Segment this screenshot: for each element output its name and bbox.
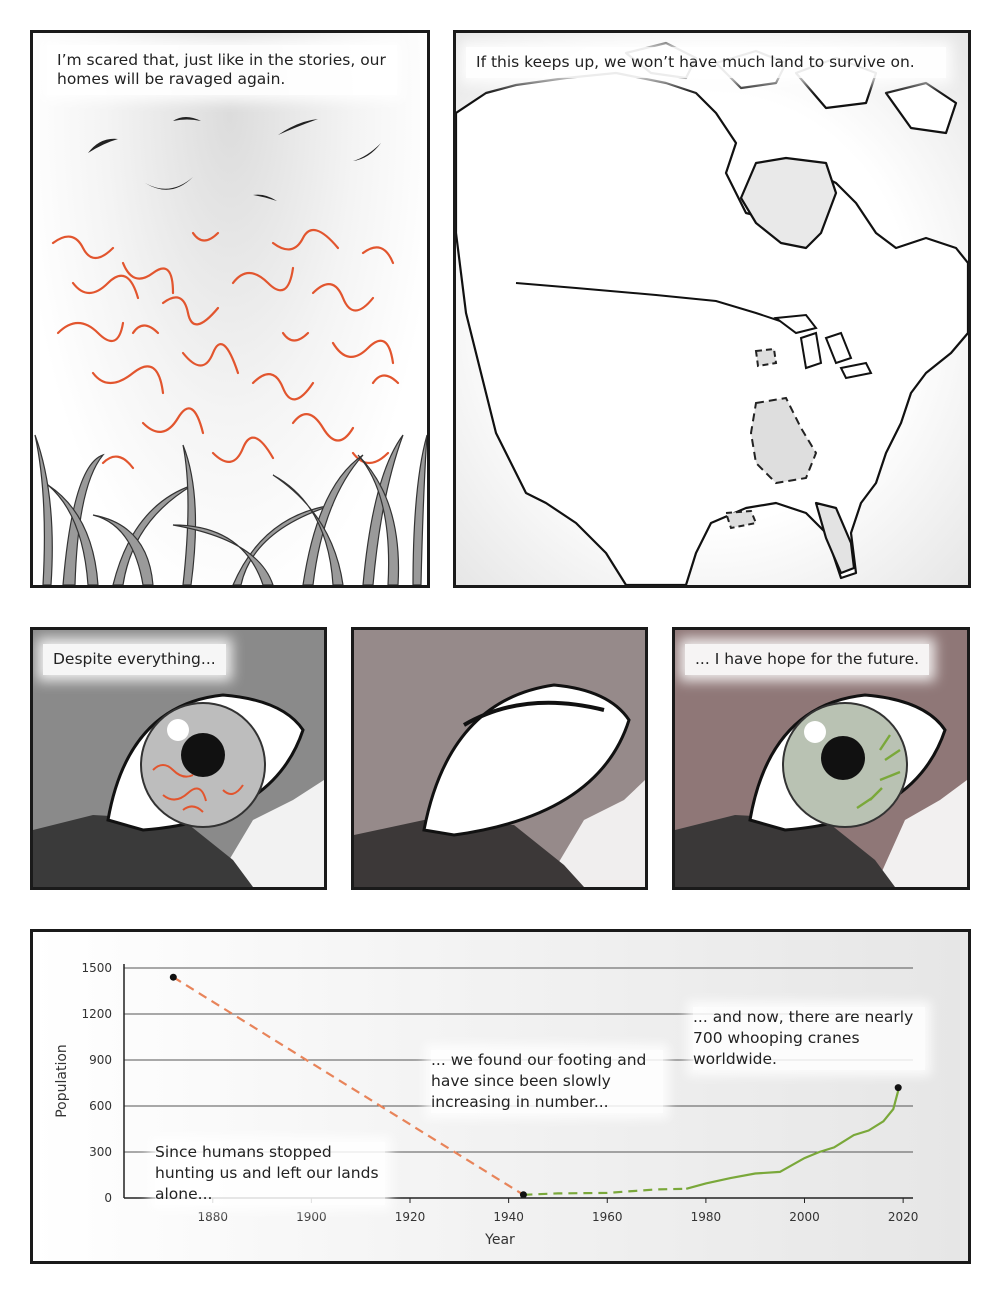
- north-america-map: [456, 41, 968, 585]
- data-point-2: [894, 1084, 902, 1092]
- panel-2-caption: If this keeps up, we won’t have much lan…: [466, 47, 946, 78]
- x-tick-label: 1980: [691, 1210, 722, 1224]
- y-axis-label: Population: [54, 1044, 70, 1118]
- fire-wisps: [51, 228, 400, 470]
- florida: [814, 501, 856, 575]
- panel-fire: I’m scared that, just like in the storie…: [30, 30, 430, 588]
- x-tick-label: 2000: [789, 1210, 820, 1224]
- pupil: [821, 736, 865, 780]
- data-point-0: [169, 973, 177, 981]
- y-tick-label: 1500: [81, 961, 112, 975]
- annotation-hunting: Since humans stopped hunting us and left…: [155, 1142, 385, 1205]
- eyelid: [422, 683, 631, 837]
- x-axis-label: Year: [484, 1232, 515, 1248]
- panel-1-caption: I’m scared that, just like in the storie…: [47, 45, 397, 95]
- y-tick-label: 1200: [81, 1007, 112, 1021]
- fire-illustration: [34, 117, 427, 585]
- x-tick-label: 1920: [395, 1210, 426, 1224]
- panel-map: If this keeps up, we won’t have much lan…: [453, 30, 971, 588]
- habitat-region-small: [754, 347, 778, 368]
- data-point-1: [519, 1191, 527, 1199]
- pupil: [181, 733, 225, 777]
- y-tick-label: 0: [104, 1191, 112, 1205]
- panel-5-caption: ... I have hope for the future.: [685, 644, 930, 675]
- x-tick-label: 1880: [197, 1210, 228, 1224]
- y-tick-label: 300: [89, 1145, 112, 1159]
- annotation-footing: ... we found our footing and have since …: [431, 1050, 663, 1113]
- x-tick-label: 2020: [888, 1210, 919, 1224]
- panel-population-chart: 0 300 600 900 1200 1500 1880 1900 1920 1940 1960 1…: [30, 929, 971, 1264]
- great-lakes: [773, 313, 873, 380]
- us-canada-border: [515, 282, 787, 324]
- x-tick-label: 1900: [296, 1210, 327, 1224]
- hudson-bay: [739, 156, 838, 250]
- grass-blades: [34, 434, 427, 585]
- bird-icon: [88, 117, 381, 201]
- panel-3-caption: Despite everything...: [43, 644, 226, 675]
- fire-reflection: [152, 764, 244, 813]
- habitat-region-gulf: [724, 509, 758, 530]
- series-line-1: [523, 1187, 687, 1196]
- series-line-0: [172, 976, 524, 1196]
- population-chart: 0 300 600 900 1200 1500 1880 1900 1920 1940 1960 1…: [54, 961, 919, 1248]
- panel-eye-fire: Despite everything...: [30, 627, 327, 890]
- habitat-region: [749, 396, 818, 485]
- panel-eye-closed: [351, 627, 648, 890]
- eye-closed-illustration: [354, 630, 645, 887]
- panel-eye-hope: ... I have hope for the future.: [672, 627, 970, 890]
- x-tick-label: 1960: [592, 1210, 623, 1224]
- x-tick-label: 1940: [493, 1210, 524, 1224]
- y-tick-label: 900: [89, 1053, 112, 1067]
- continent-outline: [456, 71, 968, 585]
- annotation-now: ... and now, there are nearly 700 whoopi…: [693, 1007, 925, 1070]
- green-reflection: [856, 734, 901, 809]
- series-line-2: [685, 1090, 900, 1190]
- y-tick-label: 600: [89, 1099, 112, 1113]
